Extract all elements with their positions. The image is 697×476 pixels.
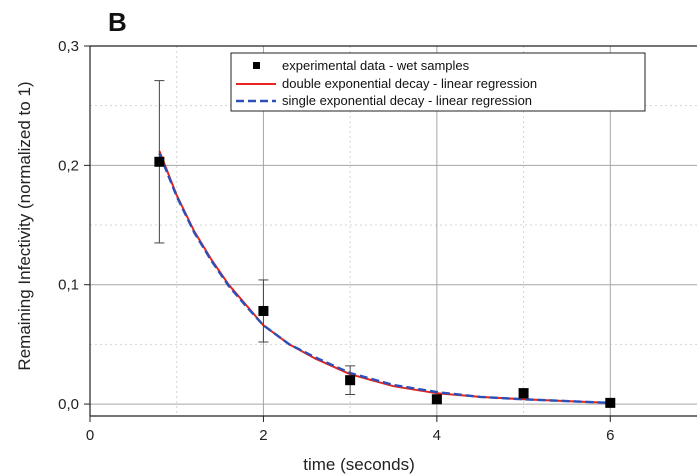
y-tick-label: 0,1 (58, 277, 79, 294)
data-point (518, 388, 529, 399)
y-tick-label: 0,3 (58, 38, 79, 55)
plot-series (154, 80, 616, 408)
panel-label: B (108, 7, 127, 37)
data-point (154, 156, 165, 167)
legend-label-double-exponential: double exponential decay - linear regres… (282, 76, 537, 91)
data-point (431, 394, 442, 405)
data-point (258, 305, 269, 316)
y-tick-label: 0,2 (58, 157, 79, 174)
x-tick-label: 2 (259, 427, 267, 444)
x-axis-label: time (seconds) (303, 455, 414, 474)
legend-label-single-exponential: single exponential decay - linear regres… (282, 93, 532, 108)
legend-marker-experimental (253, 62, 260, 69)
legend-box (230, 52, 646, 112)
x-tick-label: 0 (86, 427, 94, 444)
axes: 0 2 4 6 0,0 0,1 0,2 0,3 (58, 38, 697, 444)
legend-label-experimental: experimental data - wet samples (282, 58, 470, 73)
series-line-single-exponential (158, 152, 611, 405)
x-tick-label: 6 (606, 427, 614, 444)
y-axis-label: Remaining Infectivity (normalized to 1) (15, 81, 34, 370)
data-point (345, 375, 356, 386)
legend: experimental data - wet samples double e… (230, 52, 646, 112)
x-tick-label: 4 (433, 427, 441, 444)
y-tick-label: 0,0 (58, 396, 79, 413)
data-point (605, 397, 616, 408)
